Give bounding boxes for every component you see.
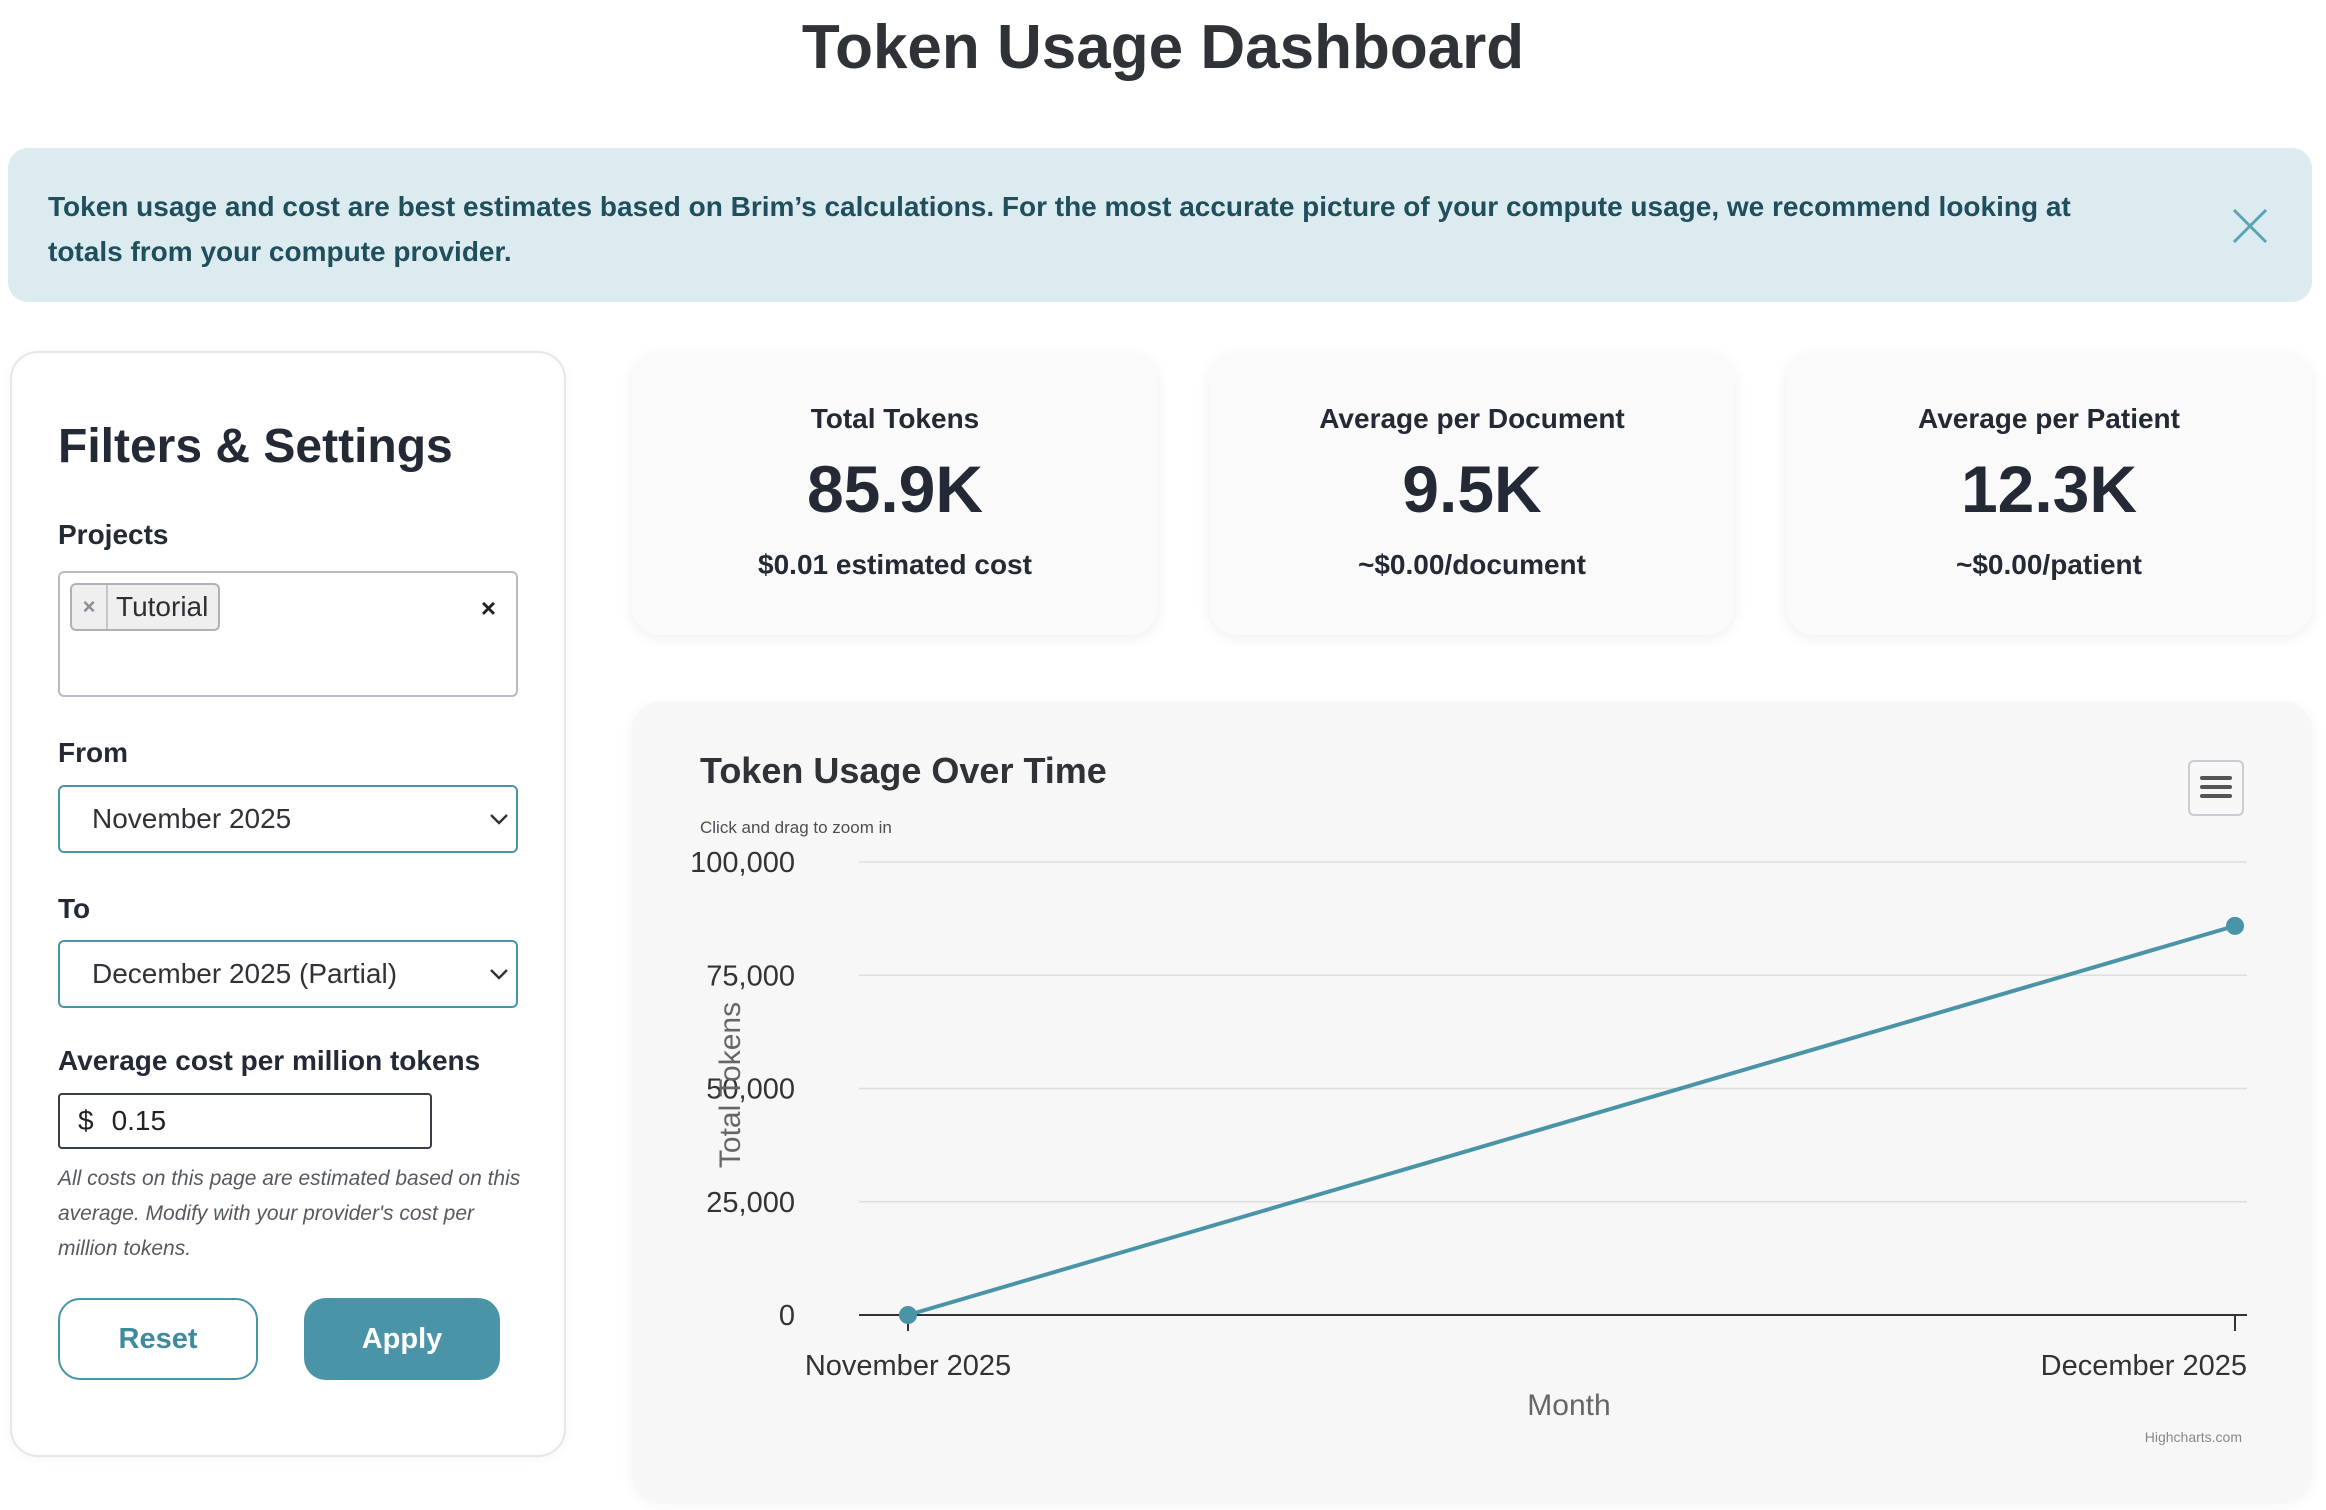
card-label: Average per Patient <box>1918 403 2180 434</box>
projects-multiselect[interactable]: × Tutorial × <box>58 571 518 697</box>
card-value: 85.9K <box>806 452 984 526</box>
filters-title: Filters & Settings <box>58 420 453 473</box>
cost-input-value: 0.15 <box>111 1105 167 1136</box>
from-select[interactable]: November 2025 <box>58 785 518 853</box>
series-line[interactable] <box>907 923 2236 1317</box>
from-label: From <box>58 737 128 768</box>
to-select-value: December 2025 (Partial) <box>92 958 398 989</box>
avg-per-document-card: Average per Document 9.5K ~$0.00/documen… <box>1209 353 1735 635</box>
chart-subtitle: Click and drag to zoom in <box>700 818 892 837</box>
apply-button[interactable]: Apply <box>304 1298 500 1380</box>
card-label: Total Tokens <box>810 403 980 434</box>
close-icon[interactable] <box>2230 206 2270 246</box>
chevron-down-icon <box>490 814 508 825</box>
project-chip-label: Tutorial <box>116 591 209 622</box>
y-tick-label: 100,000 <box>690 847 795 879</box>
chart-title: Token Usage Over Time <box>700 750 1107 791</box>
project-chip: × Tutorial <box>70 583 221 631</box>
data-point[interactable] <box>2226 916 2244 935</box>
card-subtext: ~$0.00/document <box>1358 549 1586 580</box>
y-tick-label: 50,000 <box>706 1074 795 1106</box>
projects-label: Projects <box>58 519 169 550</box>
remove-project-icon[interactable]: × <box>72 585 108 629</box>
x-tick-label: December 2025 <box>2041 1350 2247 1382</box>
chevron-down-icon <box>490 969 508 980</box>
clear-projects-icon[interactable]: × <box>480 593 496 623</box>
to-label: To <box>58 893 91 924</box>
card-subtext: $0.01 estimated cost <box>758 549 1032 580</box>
reset-button[interactable]: Reset <box>58 1298 258 1380</box>
cost-label: Average cost per million tokens <box>58 1045 481 1076</box>
card-label: Average per Document <box>1319 403 1625 434</box>
banner-text: Token usage and cost are best estimates … <box>48 191 2071 267</box>
cost-input[interactable]: $ 0.15 <box>58 1093 432 1149</box>
filters-panel: Filters & Settings Projects × Tutorial ×… <box>10 351 566 1457</box>
y-tick-label: 75,000 <box>706 960 795 992</box>
page-title: Token Usage Dashboard <box>801 13 1525 82</box>
token-usage-chart[interactable]: Token Usage Over Time Click and drag to … <box>632 702 2312 1500</box>
info-banner: Token usage and cost are best estimates … <box>8 148 2312 302</box>
currency-prefix: $ <box>78 1105 94 1136</box>
x-tick-label: November 2025 <box>805 1350 1011 1382</box>
card-value: 9.5K <box>1402 452 1542 526</box>
y-axis-title: Total Tokens <box>714 1002 747 1168</box>
card-subtext: ~$0.00/patient <box>1956 549 2142 580</box>
token-usage-chart-panel: Token Usage Over Time Click and drag to … <box>632 702 2312 1500</box>
data-point[interactable] <box>899 1306 917 1324</box>
y-tick-label: 25,000 <box>706 1187 795 1219</box>
chart-menu-button[interactable] <box>2188 760 2244 816</box>
avg-per-patient-card: Average per Patient 12.3K ~$0.00/patient <box>1786 353 2312 635</box>
hamburger-menu-icon <box>2200 776 2232 798</box>
to-select[interactable]: December 2025 (Partial) <box>58 940 518 1008</box>
y-tick-label: 0 <box>779 1300 795 1332</box>
x-axis-title: Month <box>1527 1389 1610 1422</box>
chart-credit[interactable]: Highcharts.com <box>2145 1429 2242 1445</box>
card-value: 12.3K <box>1960 452 2138 526</box>
total-tokens-card: Total Tokens 85.9K $0.01 estimated cost <box>632 353 1158 635</box>
cost-help-text: All costs on this page are estimated bas… <box>58 1167 521 1260</box>
from-select-value: November 2025 <box>92 803 292 834</box>
